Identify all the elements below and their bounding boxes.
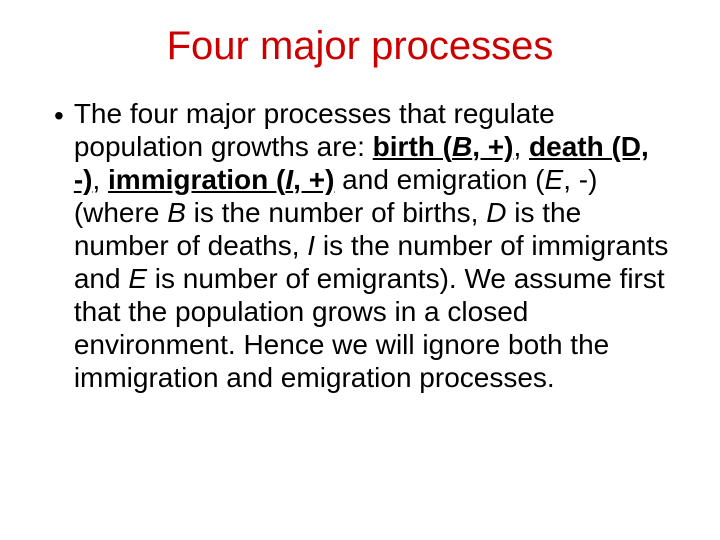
bullet-block: • The four major processes that regulate… — [40, 97, 680, 394]
var-e2: E — [128, 263, 147, 294]
sep: , — [92, 164, 108, 195]
text-p2: is the number of births, — [186, 197, 486, 228]
sep: , — [513, 131, 529, 162]
text-and: and emigration ( — [334, 164, 544, 195]
slide-container: Four major processes • The four major pr… — [0, 0, 720, 540]
var-b: B — [167, 197, 186, 228]
body-paragraph: The four major processes that regulate p… — [74, 97, 680, 394]
bullet-marker: • — [54, 99, 64, 133]
immigration-term: immigration (I, +) — [108, 164, 334, 195]
birth-term: birth (B, +) — [373, 131, 514, 162]
var-e: E — [545, 164, 564, 195]
text-p5: is number of emigrants). We assume first… — [74, 263, 665, 393]
slide-title: Four major processes — [40, 24, 680, 69]
var-d: D — [486, 197, 506, 228]
var-i: I — [307, 230, 315, 261]
